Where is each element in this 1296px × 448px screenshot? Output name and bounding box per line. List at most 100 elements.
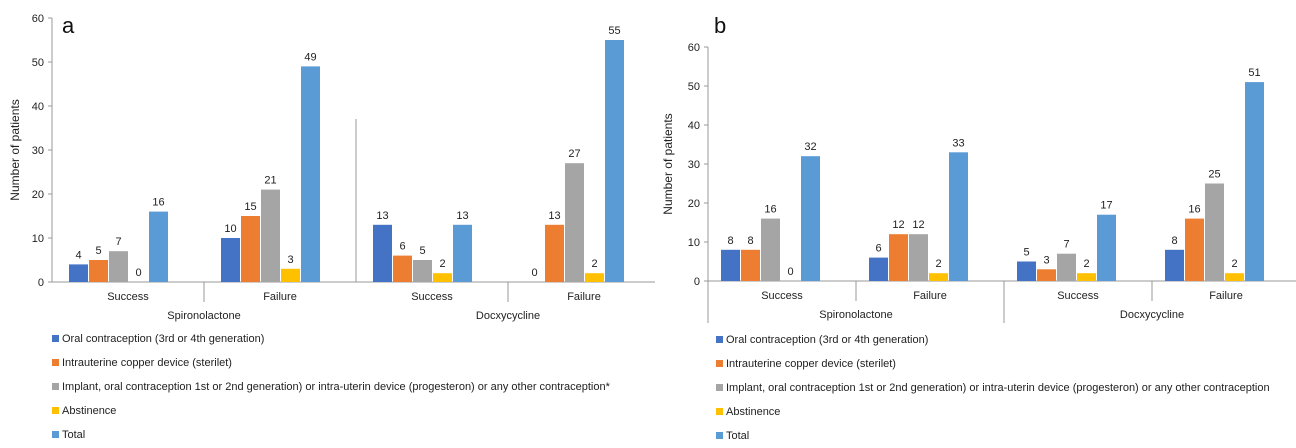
legend-label: Oral contraception (3rd or 4th generatio…	[726, 334, 929, 346]
group-label: Docxycycline	[476, 310, 540, 322]
data-label: 12	[912, 219, 924, 231]
bar	[393, 255, 412, 282]
legend-swatch	[716, 360, 723, 367]
panel-label: a	[62, 13, 75, 38]
group-label: Spironolactone	[819, 309, 892, 321]
bar	[413, 260, 432, 282]
x-tick-label: Success	[411, 291, 453, 303]
bar	[453, 224, 472, 282]
legend-swatch	[716, 336, 723, 343]
data-label: 16	[152, 197, 164, 209]
legend-item: Intrauterine copper device (sterilet)	[716, 352, 1270, 376]
data-label: 0	[531, 267, 537, 279]
data-label: 5	[419, 245, 425, 257]
data-label: 51	[1248, 67, 1260, 79]
bar	[1057, 253, 1076, 281]
x-tick-label: Success	[1057, 290, 1099, 302]
legend-item: Intrauterine copper device (sterilet)	[52, 351, 610, 375]
data-label: 2	[1083, 258, 1089, 270]
y-tick-label: 30	[32, 145, 44, 157]
legend-item: Oral contraception (3rd or 4th generatio…	[52, 327, 610, 351]
y-axis-title: Number of patients	[661, 113, 675, 214]
bar	[281, 268, 300, 282]
bar	[909, 234, 928, 281]
data-label: 16	[1188, 204, 1200, 216]
data-label: 2	[591, 258, 597, 270]
bar	[221, 238, 240, 282]
data-label: 8	[727, 235, 733, 247]
data-label: 25	[1208, 169, 1220, 181]
bar	[89, 260, 108, 282]
y-tick-label: 20	[32, 189, 44, 201]
y-tick-label: 10	[688, 237, 700, 249]
legend-swatch	[52, 383, 59, 390]
bar	[1245, 82, 1264, 281]
data-label: 21	[264, 175, 276, 187]
legend-item: Abstinence	[716, 400, 1270, 424]
bar	[545, 224, 564, 282]
data-label: 27	[568, 148, 580, 160]
x-tick-label: Failure	[263, 291, 297, 303]
y-tick-label: 0	[694, 276, 700, 288]
data-label: 0	[135, 267, 141, 279]
x-tick-label: Success	[761, 290, 803, 302]
bar	[241, 216, 260, 282]
y-tick-label: 50	[688, 81, 700, 93]
bar	[949, 152, 968, 281]
y-tick-label: 60	[32, 13, 44, 25]
y-tick-label: 50	[32, 57, 44, 69]
y-tick-label: 20	[688, 198, 700, 210]
data-label: 8	[747, 235, 753, 247]
x-tick-label: Failure	[913, 290, 947, 302]
data-label: 2	[935, 258, 941, 270]
y-tick-label: 10	[32, 233, 44, 245]
bar	[1037, 269, 1056, 281]
data-label: 12	[892, 219, 904, 231]
legend-label: Abstinence	[62, 405, 117, 417]
legend-label: Oral contraception (3rd or 4th generatio…	[62, 333, 265, 345]
legend-item: Abstinence	[52, 399, 610, 423]
legend-swatch	[52, 431, 59, 438]
data-label: 15	[244, 201, 256, 213]
bar	[565, 163, 584, 282]
data-label: 17	[1100, 200, 1112, 212]
data-label: 10	[224, 223, 236, 235]
legend-item: Implant, oral contraception 1st or 2nd g…	[716, 376, 1270, 400]
data-label: 5	[95, 245, 101, 257]
legend-b: Oral contraception (3rd or 4th generatio…	[716, 328, 1270, 448]
bar	[1165, 249, 1184, 281]
bar	[149, 211, 168, 282]
bar	[889, 234, 908, 281]
bar	[585, 273, 604, 282]
data-label: 49	[304, 51, 316, 63]
data-label: 55	[608, 25, 620, 37]
bar	[433, 273, 452, 282]
legend-swatch	[716, 384, 723, 391]
data-label: 7	[115, 236, 121, 248]
group-label: Docxycycline	[1120, 309, 1184, 321]
legend-a: Oral contraception (3rd or 4th generatio…	[52, 327, 610, 447]
data-label: 13	[456, 210, 468, 222]
legend-swatch	[52, 407, 59, 414]
bar	[1225, 273, 1244, 281]
legend-label: Intrauterine copper device (sterilet)	[726, 358, 896, 370]
legend-label: Intrauterine copper device (sterilet)	[62, 357, 232, 369]
data-label: 16	[764, 204, 776, 216]
bar	[605, 40, 624, 282]
bar	[1185, 218, 1204, 281]
bar	[1097, 214, 1116, 281]
bar	[1017, 261, 1036, 281]
y-tick-label: 40	[32, 101, 44, 113]
legend-item: Total	[716, 424, 1270, 448]
bar	[761, 218, 780, 281]
bar	[301, 66, 320, 283]
bar	[929, 273, 948, 281]
y-tick-label: 30	[688, 159, 700, 171]
legend-label: Total	[62, 429, 86, 441]
legend-swatch	[716, 408, 723, 415]
bar	[109, 251, 128, 282]
data-label: 5	[1023, 247, 1029, 259]
legend-label: Abstinence	[726, 406, 781, 418]
y-axis-title: Number of patients	[8, 99, 22, 200]
